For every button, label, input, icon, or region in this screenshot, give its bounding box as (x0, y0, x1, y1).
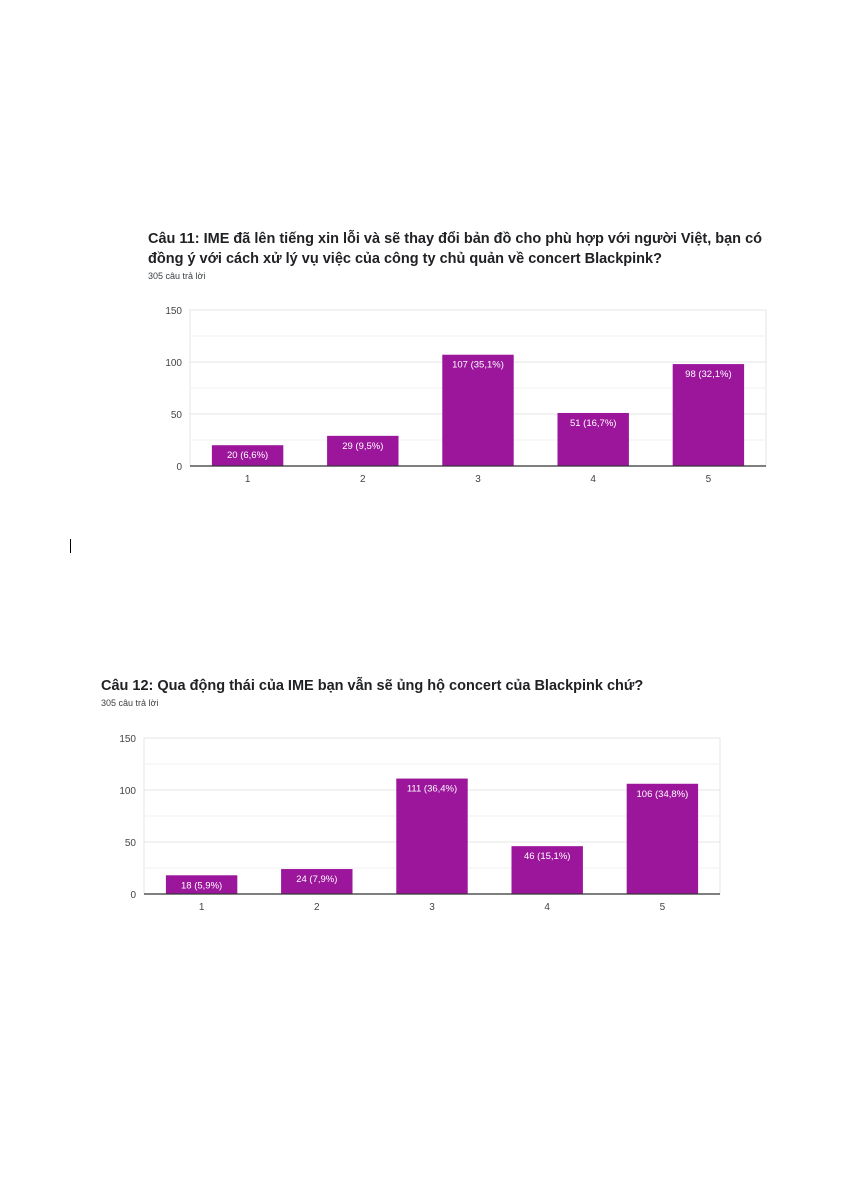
y-tick-label: 50 (125, 838, 137, 849)
x-tick-label: 1 (245, 474, 251, 485)
bar (211, 445, 284, 466)
bar (626, 783, 699, 894)
y-tick-label: 100 (119, 786, 136, 797)
data-label: 46 (15,1%) (524, 851, 570, 862)
y-tick-label: 100 (165, 358, 182, 369)
y-tick-label: 50 (171, 410, 183, 421)
data-label: 106 (34,8%) (637, 789, 689, 800)
x-tick-label: 5 (706, 474, 712, 485)
x-tick-label: 4 (590, 474, 596, 485)
y-tick-label: 150 (119, 734, 136, 745)
data-label: 111 (36,4%) (407, 784, 457, 795)
chart-title-q12: Câu 12: Qua động thái của IME bạn vẫn sẽ… (101, 678, 644, 694)
x-tick-label: 4 (544, 902, 550, 913)
x-tick-label: 5 (660, 902, 666, 913)
data-label: 24 (7,9%) (296, 874, 337, 885)
y-tick-label: 0 (130, 890, 136, 901)
bar (442, 354, 514, 466)
x-tick-label: 1 (199, 902, 205, 913)
chart-block-q12: Câu 12: Qua động thái của IME bạn vẫn sẽ… (101, 676, 751, 708)
bar (327, 435, 399, 466)
chart-block-q11: Câu 11: IME đã lên tiếng xin lỗi và sẽ t… (148, 229, 768, 281)
x-tick-label: 3 (475, 474, 481, 485)
data-label: 20 (6,6%) (227, 450, 268, 461)
bar-chart-q12: 0 50 100 150 18 (5,9%) 1 24 (7,9%) 2 111 (36,4%)… (119, 734, 721, 913)
bar (281, 869, 353, 894)
x-tick-label: 2 (314, 902, 320, 913)
bar (511, 846, 583, 894)
text-cursor (70, 539, 71, 553)
response-count-q11: 305 câu trả lời (148, 271, 206, 281)
y-tick-label: 150 (165, 306, 182, 317)
data-label: 98 (32,1%) (685, 369, 731, 380)
data-label: 18 (5,9%) (181, 880, 222, 891)
bar-chart-q11: 0 50 100 150 20 (6,6%) 1 29 (9,5%) 2 107 (35,1%)… (165, 306, 767, 485)
data-label: 51 (16,7%) (570, 418, 616, 429)
chart-title-q11: Câu 11: IME đã lên tiếng xin lỗi và sẽ t… (148, 231, 762, 267)
response-count-q12: 305 câu trả lời (101, 698, 159, 708)
bar (557, 412, 629, 466)
bar (396, 778, 468, 894)
data-label: 107 (35,1%) (452, 360, 504, 371)
data-label: 29 (9,5%) (342, 441, 383, 452)
bar (165, 875, 238, 894)
bar (672, 364, 745, 466)
y-tick-label: 0 (176, 462, 182, 473)
x-tick-label: 2 (360, 474, 366, 485)
x-tick-label: 3 (429, 902, 435, 913)
